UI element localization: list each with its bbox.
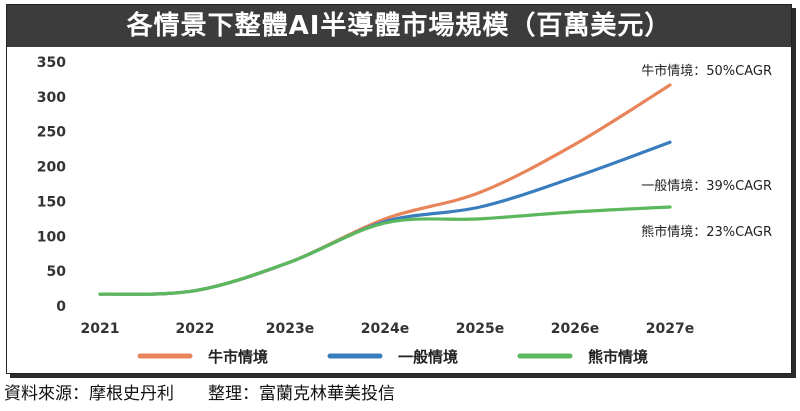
x-tick-label: 2023e [266, 321, 314, 337]
annotation-bear: 熊市情境：23%CAGR [641, 224, 772, 240]
x-tick-label: 2026e [551, 321, 599, 337]
y-tick-label: 350 [37, 55, 66, 71]
y-axis: 0 50 100 150 200 250 300 350 [37, 55, 66, 315]
series-annotations: 牛市情境：50%CAGR 一般情境：39%CAGR 熊市情境：23%CAGR [641, 63, 772, 240]
y-tick-label: 100 [37, 229, 66, 245]
chart-frame: 各情景下整體AI半導體市場規模（百萬美元） [6, 4, 792, 374]
series-lines [98, 83, 672, 296]
y-tick-label: 300 [37, 90, 66, 106]
x-tick-label: 2022 [176, 321, 215, 337]
compiled-by-text: 整理：富蘭克林華美投信 [208, 384, 395, 404]
legend-label-bear: 熊市情境 [588, 348, 648, 366]
chart-title: 各情景下整體AI半導體市場規模（百萬美元） [7, 5, 791, 47]
series-line-bull [98, 83, 672, 296]
x-tick-label: 2021 [81, 321, 120, 337]
x-axis: 2021 2022 2023e 2024e 2025e 2026e 2027e [81, 321, 695, 337]
legend-label-base: 一般情境 [398, 348, 458, 366]
x-tick-label: 2027e [646, 321, 694, 337]
x-tick-label: 2025e [456, 321, 504, 337]
legend-label-bull: 牛市情境 [208, 348, 268, 366]
series-line-bear [98, 205, 672, 296]
annotation-bull: 牛市情境：50%CAGR [641, 63, 772, 79]
source-note: 資料來源：摩根史丹利 整理：富蘭克林華美投信 [4, 379, 395, 404]
y-tick-label: 150 [37, 194, 66, 210]
y-tick-label: 0 [56, 299, 66, 315]
source-text: 資料來源：摩根史丹利 [4, 384, 174, 404]
y-tick-label: 200 [37, 160, 66, 176]
annotation-base: 一般情境：39%CAGR [641, 178, 772, 194]
legend: 牛市情境 一般情境 熊市情境 [137, 348, 648, 366]
y-tick-label: 50 [47, 264, 67, 280]
line-chart: 0 50 100 150 200 250 300 350 2021 2022 2023e 2024e… [37, 55, 772, 366]
y-tick-label: 250 [37, 125, 66, 141]
x-tick-label: 2024e [361, 321, 409, 337]
